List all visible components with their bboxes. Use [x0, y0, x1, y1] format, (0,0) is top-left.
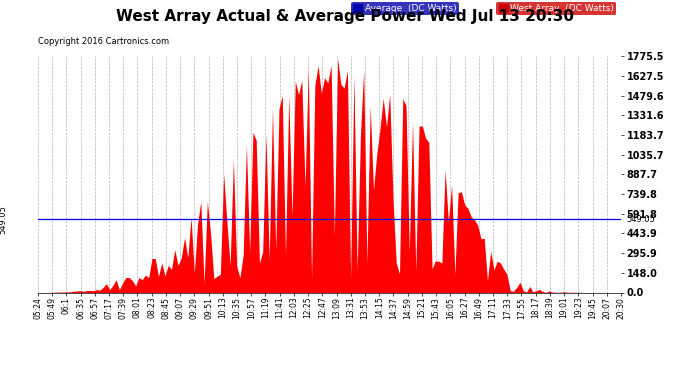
Text: Copyright 2016 Cartronics.com: Copyright 2016 Cartronics.com [38, 38, 169, 46]
Text: West Array Actual & Average Power Wed Jul 13 20:30: West Array Actual & Average Power Wed Ju… [116, 9, 574, 24]
Text: 549.05: 549.05 [627, 215, 655, 224]
Legend: West Array  (DC Watts): West Array (DC Watts) [496, 2, 616, 15]
Text: 549.05: 549.05 [0, 205, 7, 234]
